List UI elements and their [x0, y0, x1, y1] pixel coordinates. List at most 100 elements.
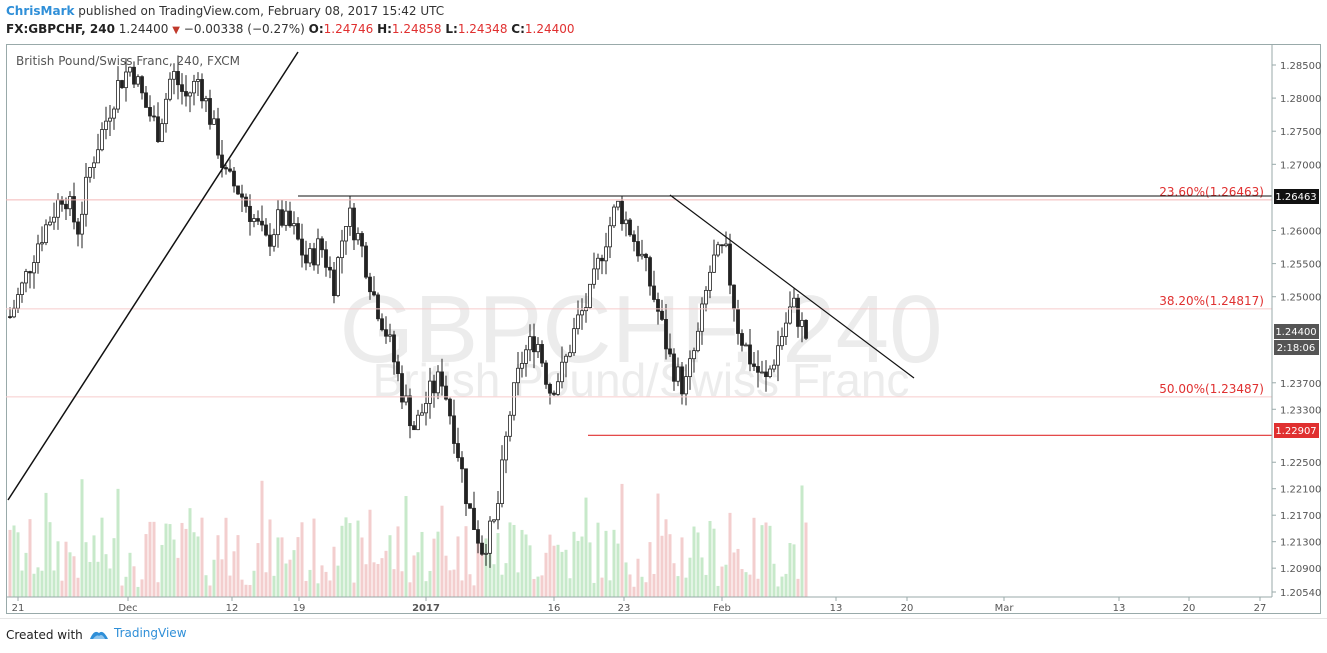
candle-body [412, 425, 416, 431]
candle-body [384, 329, 388, 337]
volume-bar [800, 485, 804, 597]
candle-body [348, 207, 352, 227]
volume-bar [168, 524, 172, 597]
candle-body [488, 520, 492, 554]
publish-line: ChrisMark published on TradingView.com, … [6, 4, 444, 18]
volume-bar [788, 543, 792, 597]
volume-bar [236, 535, 240, 597]
volume-bar [152, 521, 156, 597]
volume-bar [452, 569, 456, 597]
y-tick-label: 1.21700 [1280, 511, 1321, 522]
watermark-name: British Pound/Swiss Franc [373, 354, 910, 406]
downtrend-line[interactable] [669, 194, 915, 379]
volume-bar [484, 538, 488, 597]
x-tick-label: 27 [1254, 603, 1267, 614]
volume-bar [572, 531, 576, 597]
candle-body [48, 221, 52, 226]
y-tick-label: 1.25000 [1280, 293, 1321, 304]
candle-body [176, 71, 180, 86]
volume-bar [320, 565, 324, 597]
volume-bar [556, 544, 560, 597]
x-tick-label: Dec [118, 603, 137, 614]
volume-bar [664, 519, 668, 597]
volume-bar [260, 480, 264, 597]
volume-bar [456, 536, 460, 597]
y-tick-label: 1.25500 [1280, 260, 1321, 271]
y-tick-label: 1.20900 [1280, 564, 1321, 575]
volume-bar [592, 582, 596, 597]
volume-bar [124, 576, 128, 597]
tradingview-brand-link[interactable]: TradingView [88, 626, 187, 641]
volume-bar [732, 552, 736, 597]
candle-body [556, 381, 560, 395]
candle-body [500, 459, 504, 504]
volume-bar [640, 576, 644, 597]
candle-body [620, 200, 624, 225]
volume-bar [684, 577, 688, 597]
y-tick-label: 1.28000 [1280, 94, 1321, 105]
volume-bar [576, 540, 580, 597]
candle-body [524, 349, 528, 364]
candle-body [236, 185, 240, 195]
last-price-tag [1274, 324, 1319, 339]
candle-body [680, 366, 684, 395]
candle-body [688, 358, 692, 378]
candle-body [76, 221, 80, 235]
candle-body [780, 336, 784, 347]
close-value: 1.24400 [524, 22, 575, 36]
candle-body [804, 319, 808, 339]
volume-bar [296, 537, 300, 597]
candle-body [372, 291, 376, 296]
volume-bar [76, 577, 80, 597]
volume-bar [356, 520, 360, 597]
x-tick-label: 13 [1113, 603, 1126, 614]
candle-body [464, 468, 468, 505]
price-scale[interactable]: 1.28500 1.28000 1.27500 1.27000 1.26000 1.255… [1272, 61, 1321, 599]
candle-body [12, 307, 16, 318]
y-tick-label: 1.27500 [1280, 127, 1321, 138]
volume-bar [600, 577, 604, 597]
volume-bar [488, 540, 492, 597]
fib-label: 23.60%(1.26463) [1159, 185, 1264, 199]
candle-body [280, 209, 284, 226]
y-tick-label: 1.26000 [1280, 227, 1321, 238]
volume-bar [468, 574, 472, 597]
candle-body [732, 284, 736, 310]
volume-bar [384, 550, 388, 597]
volume-bar [704, 574, 708, 597]
candle-body [88, 167, 92, 178]
candle-body [276, 209, 280, 236]
volume-bar [784, 573, 788, 597]
volume-bar [216, 535, 220, 597]
candle-body [480, 542, 484, 555]
volume-bar [740, 569, 744, 597]
volume-bar [112, 538, 116, 597]
volume-bar [252, 570, 256, 597]
candle-body [336, 257, 340, 297]
candle-body [496, 503, 500, 521]
price-chart[interactable]: GBPCHF, 240 British Pound/Swiss Franc 23… [6, 44, 1321, 614]
candle-body [760, 371, 764, 374]
tradingview-logo-icon [90, 631, 108, 639]
volume-bar [12, 525, 16, 597]
volume-bar [768, 525, 772, 597]
candle-body [224, 167, 228, 170]
volume-bar [48, 522, 52, 597]
candle-body [124, 71, 128, 89]
candle-body [432, 380, 436, 394]
volume-bar [440, 505, 444, 597]
volume-bar [676, 576, 680, 597]
volume-bar [480, 552, 484, 597]
candle-body [424, 403, 428, 414]
high-label: H: [377, 22, 392, 36]
candle-body [252, 218, 256, 222]
last-price: 1.24400 [118, 22, 169, 36]
author-link[interactable]: ChrisMark [6, 4, 75, 18]
volume-bar [568, 578, 572, 597]
candle-body [560, 361, 564, 383]
time-scale[interactable]: 21 Dec 12 19 2017 16 23 Feb 13 20 Mar 13 20 27 [12, 597, 1267, 614]
uptrend-line[interactable] [7, 51, 299, 501]
volume-bar [560, 551, 564, 597]
volume-bar [724, 564, 728, 597]
volume-bar [40, 570, 44, 597]
